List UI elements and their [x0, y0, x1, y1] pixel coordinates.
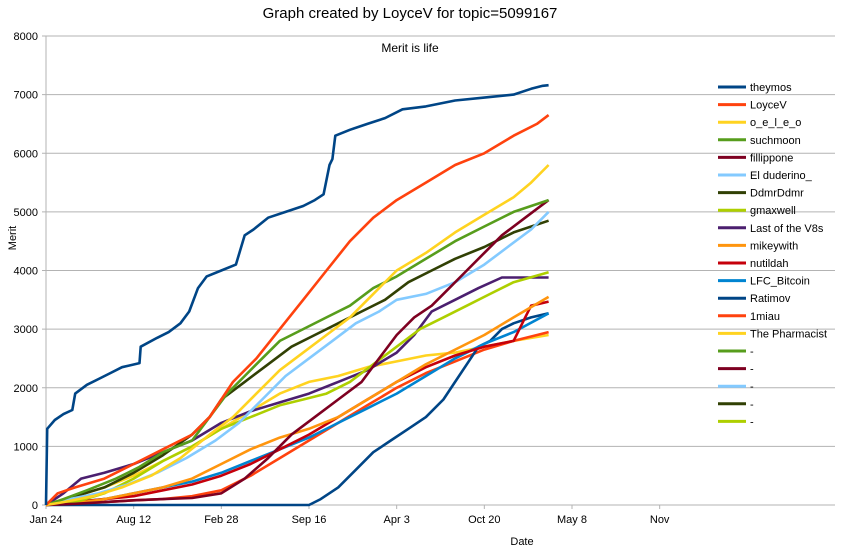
x-tick-label-3: Sep 16	[292, 514, 327, 526]
legend-label-6: DdmrDdmr	[750, 188, 804, 200]
series-line-4	[45, 199, 550, 507]
legend-label-9: mikeywith	[750, 240, 798, 252]
series-line-7	[45, 271, 549, 507]
series-line-10	[45, 300, 549, 507]
chart-title: Graph created by LoyceV for topic=509916…	[263, 5, 558, 22]
legend-label-17: -	[750, 381, 754, 393]
y-tick-label-0: 0	[32, 500, 38, 512]
y-tick-label-8: 8000	[14, 31, 38, 43]
legend-label-0: theymos	[750, 82, 792, 94]
legend-label-3: suchmoon	[750, 135, 801, 147]
legend-label-5: El duderino_	[750, 170, 813, 182]
legend-label-14: The Pharmacist	[750, 328, 827, 340]
legend-label-11: LFC_Bitcoin	[750, 276, 810, 288]
x-tick-label-5: Oct 20	[468, 514, 500, 526]
series-line-12	[46, 312, 549, 507]
x-tick-label-0: Jan 24	[29, 514, 62, 526]
y-tick-label-4: 4000	[14, 266, 38, 278]
legend-label-4: fillippone	[750, 152, 793, 164]
series-lines	[44, 83, 550, 507]
y-axis: 0 1000 2000 3000 4000 5000 6000 7000 8000	[14, 31, 47, 512]
grid-lines	[46, 35, 835, 506]
legend-label-13: 1miau	[750, 311, 780, 323]
legend-label-1: LoyceV	[750, 100, 787, 112]
legend-label-16: -	[750, 364, 754, 376]
legend-label-10: nutildah	[750, 258, 789, 270]
legend-label-18: -	[750, 399, 754, 411]
legend-label-7: gmaxwell	[750, 205, 796, 217]
series-line-3	[45, 198, 550, 507]
series-line-2	[45, 164, 550, 507]
x-tick-label-2: Feb 28	[204, 514, 238, 526]
series-line-14	[45, 333, 549, 507]
series-line-0	[44, 83, 549, 506]
x-tick-label-7: Nov	[650, 514, 670, 526]
x-axis: Jan 24 Aug 12 Feb 28 Sep 16 Apr 3 Oct 20 May 8…	[29, 504, 835, 526]
x-axis-label: Date	[510, 536, 533, 548]
series-line-8	[45, 276, 549, 507]
legend: theymos LoyceV o_e_l_e_o suchmoon fillippone…	[718, 82, 827, 428]
series-line-6	[45, 219, 550, 507]
chart-subtitle: Merit is life	[381, 41, 439, 55]
legend-label-8: Last of the V8s	[750, 223, 824, 235]
y-tick-label-1: 1000	[14, 441, 38, 453]
y-tick-label-6: 6000	[14, 148, 38, 160]
legend-label-12: Ratimov	[750, 293, 791, 305]
y-tick-label-5: 5000	[14, 207, 38, 219]
x-tick-label-4: Apr 3	[384, 514, 410, 526]
legend-label-15: -	[750, 346, 754, 358]
y-axis-label: Merit	[7, 226, 19, 250]
legend-label-2: o_e_l_e_o	[750, 117, 801, 129]
y-tick-label-2: 2000	[14, 383, 38, 395]
legend-label-19: -	[750, 416, 754, 428]
series-line-1	[45, 114, 550, 506]
y-tick-label-7: 7000	[14, 90, 38, 102]
x-tick-label-6: May 8	[557, 514, 587, 526]
x-tick-label-1: Aug 12	[116, 514, 151, 526]
y-tick-label-3: 3000	[14, 324, 38, 336]
